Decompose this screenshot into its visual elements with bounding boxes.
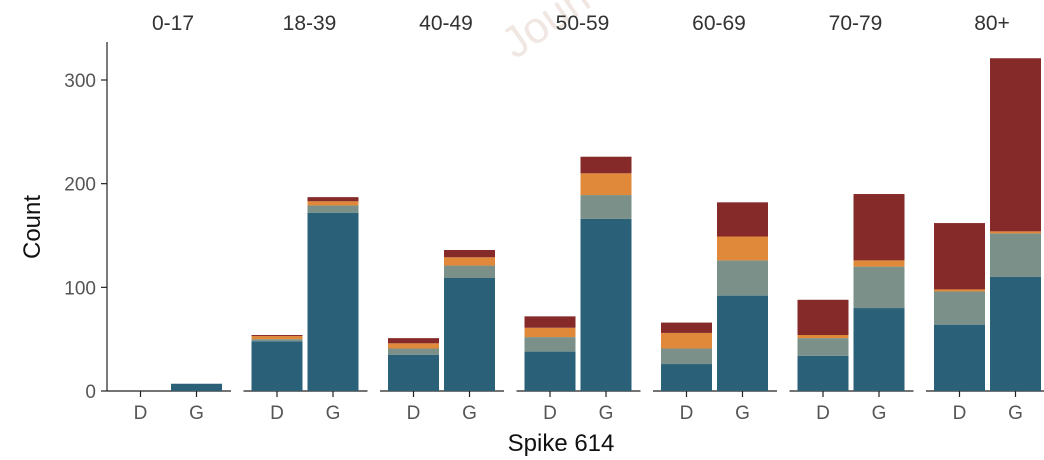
bar-segment [934, 324, 985, 391]
bar-segment [797, 335, 849, 339]
x-tick-label: D [543, 403, 557, 424]
x-tick-label: G [872, 403, 887, 424]
y-tick-label: 0 [85, 382, 96, 403]
facet-label: 70-79 [829, 12, 883, 35]
watermark: Journal Pre-proof [493, 0, 800, 68]
bar-segment [388, 348, 439, 355]
x-tick-label: G [1008, 403, 1023, 424]
facet-label: 40-49 [419, 12, 473, 35]
bar-segment [307, 205, 359, 213]
bar-segment [444, 265, 495, 279]
bar-segment [934, 291, 985, 325]
bar-segment [853, 260, 905, 267]
x-axis-title: Spike 614 [508, 430, 615, 457]
y-axis-title: Count [19, 195, 46, 259]
x-tick-label: D [816, 403, 830, 424]
bar-segment [388, 338, 439, 344]
bar-segment [661, 348, 712, 365]
bar-segment [990, 276, 1041, 391]
facet-label: 0-17 [152, 12, 194, 35]
bar-segment [990, 233, 1041, 277]
bar-segment [580, 156, 632, 174]
bar-segment [388, 354, 439, 391]
bar-segment [388, 343, 439, 349]
x-tick-label: D [134, 403, 148, 424]
y-tick-label: 200 [64, 175, 96, 196]
bar-segment [661, 364, 712, 391]
bar-segment [717, 260, 768, 296]
facet-label: 80+ [974, 12, 1010, 35]
x-tick-label: D [407, 403, 421, 424]
bar-segment [934, 223, 985, 290]
y-tick-label: 300 [64, 71, 96, 92]
x-tick-label: D [680, 403, 694, 424]
x-tick-label: G [735, 403, 750, 424]
bar-segment [251, 335, 303, 337]
bar-segment [444, 257, 495, 266]
bar-segment [251, 336, 303, 340]
bar-segment [524, 316, 576, 328]
y-tick-label: 100 [64, 278, 96, 299]
x-tick-label: D [953, 403, 967, 424]
bar-segment [251, 339, 303, 342]
bar-segment [307, 212, 359, 391]
bar-segment [171, 383, 222, 391]
x-tick-label: G [462, 403, 477, 424]
bar-segment [661, 332, 712, 349]
bar-segment [444, 278, 495, 391]
bar-segment [990, 58, 1041, 232]
bar-segment [524, 327, 576, 338]
x-tick-label: G [189, 403, 204, 424]
bar-segment [251, 341, 303, 391]
bar-segment [934, 289, 985, 292]
bar-segment [580, 218, 632, 391]
bar-segment [797, 299, 849, 336]
bar-segment [717, 236, 768, 261]
facet-label: 18-39 [283, 12, 337, 35]
bar-segment [524, 351, 576, 391]
bar-segment [580, 195, 632, 219]
bar-segment [797, 355, 849, 391]
x-tick-label: G [599, 403, 614, 424]
bar-segment [580, 173, 632, 196]
bar-segment [853, 194, 905, 261]
facet-label: 60-69 [692, 12, 746, 35]
bar-segment [853, 308, 905, 391]
bar-segment [307, 201, 359, 206]
bar-segment [717, 295, 768, 391]
facet-label: 50-59 [556, 12, 610, 35]
plot-area: 0 100 200 300 0-17 D G 18-39 D G 40-49 D G 50-59 D G 60-… [64, 12, 1044, 424]
bar-segment [990, 231, 1041, 234]
bar-segment [307, 197, 359, 202]
bar-segment [524, 337, 576, 352]
x-tick-label: D [270, 403, 284, 424]
bar-segment [661, 322, 712, 333]
x-tick-label: G [326, 403, 341, 424]
bar-segment [717, 202, 768, 237]
bar-segment [444, 250, 495, 258]
bar-segment [797, 338, 849, 356]
bar-segment [853, 266, 905, 309]
